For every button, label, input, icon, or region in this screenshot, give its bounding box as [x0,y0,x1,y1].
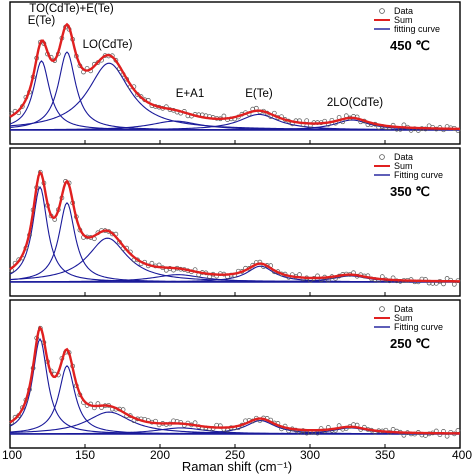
sum-curve [9,170,461,283]
fitting-curve-2 [9,201,460,283]
data-point [444,433,450,439]
data-point [451,281,457,287]
legend-entry: Data [394,304,413,314]
x-axis-label: Raman shift (cm⁻¹) [182,459,292,474]
x-tick-label: 300 [300,448,320,462]
legend-entry: Fitting curve [394,322,443,332]
panel-1: E(Te)TO(CdTe)+E(Te)LO(CdTe)E+A1 E(Te)2LO(… [9,1,461,145]
x-axis: 100 150 200 250 300 350 400 [2,448,472,462]
fitting-curve-3 [9,62,460,131]
x-tick-label: 100 [2,448,22,462]
fitting-curve-1 [9,185,460,283]
temperature-label: 250 ℃ [390,336,430,351]
data-point [455,428,461,433]
x-tick-label: 150 [75,448,95,462]
x-tick-label: 200 [150,448,170,462]
peak-label: E(Te) [245,88,273,100]
panels-group: E(Te)TO(CdTe)+E(Te)LO(CdTe)E+A1 E(Te)2LO(… [9,1,461,449]
peak-label: E(Te) [28,15,56,27]
legend-entry: Data [394,6,413,16]
peak-label: E+A1 [176,88,204,100]
legend-entry: Sum [394,161,413,171]
temperature-label: 450 ℃ [390,38,430,53]
legend-entry: Sum [394,15,413,25]
legend-data-marker [379,8,385,14]
peak-label: 2LO(CdTe) [327,97,383,109]
x-tick-label: 350 [375,448,395,462]
x-tick-label: 400 [452,448,472,462]
fitting-curve-1 [9,60,460,131]
fitting-curve-6 [10,119,461,131]
legend-data-marker [379,154,385,160]
sum-curve [9,325,461,435]
legend-entry: Data [394,152,413,162]
fitting-curve-2 [9,364,460,435]
legend-entry: fitting curve [394,24,440,34]
peak-label: LO(CdTe) [83,39,133,51]
data-point [297,272,302,277]
x-tick-label: 250 [225,448,245,462]
peak-label: TO(CdTe)+E(Te) [29,3,114,15]
legend-entry: Fitting curve [394,170,443,180]
data-point [37,325,43,331]
temperature-label: 350 ℃ [390,184,430,199]
fitting-curve-3 [9,411,460,435]
legend-entry: Sum [394,313,413,323]
sum-curve [9,22,461,131]
fitting-curve-2 [9,51,460,131]
legend-data-marker [379,306,385,312]
